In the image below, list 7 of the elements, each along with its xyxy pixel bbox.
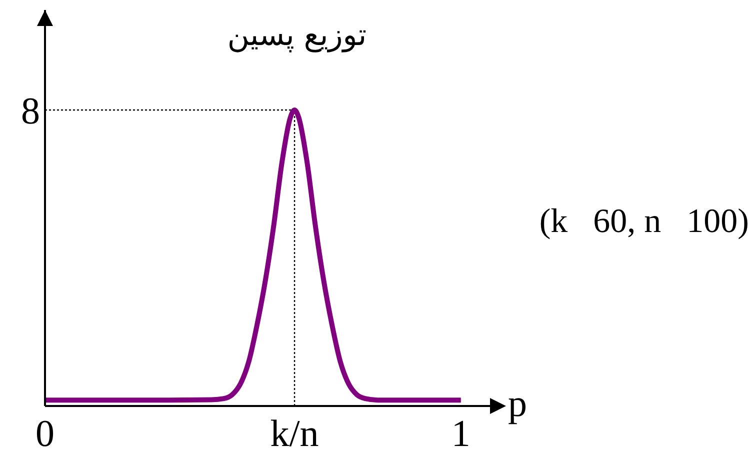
x-axis-title: p (508, 383, 527, 425)
chart-title: توزیع پسین (227, 18, 367, 53)
x-tick-label: 0 (36, 413, 54, 455)
x-tick-label: k/n (270, 413, 319, 455)
text: (k 60, n 100) (539, 203, 749, 240)
annotation: 8 (21, 90, 40, 132)
x-tick-label: 1 (451, 413, 470, 455)
